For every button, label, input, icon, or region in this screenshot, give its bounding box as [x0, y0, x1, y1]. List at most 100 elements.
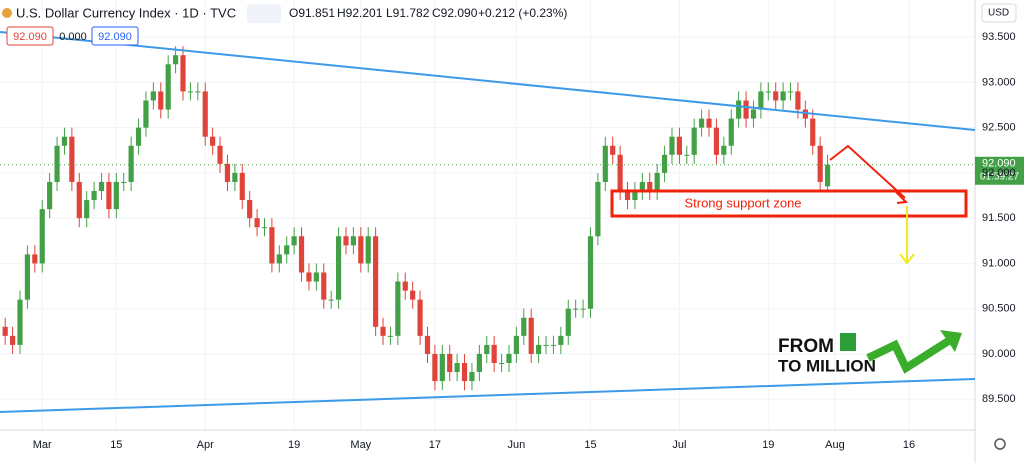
candle-body: [61, 136, 68, 146]
currency-button[interactable]: [981, 3, 1017, 23]
candle-body: [69, 136, 75, 182]
logo-text: FROM: [778, 336, 834, 357]
candle-body: [91, 191, 97, 201]
logo-dot: [2, 8, 12, 18]
candle-body: [506, 353, 512, 364]
candle-body: [543, 344, 549, 346]
ohlc-high: H92.201: [337, 6, 383, 20]
candle-body: [558, 335, 564, 345]
candle-body: [743, 100, 749, 119]
candle-body: [2, 326, 8, 336]
candle-body: [810, 118, 816, 146]
candle-body: [676, 136, 682, 155]
candle-body: [76, 181, 82, 219]
candle-body: [610, 145, 616, 155]
candle-body: [669, 136, 675, 155]
y-tick-label: 92.000: [982, 167, 1016, 179]
candle-body: [106, 181, 112, 210]
candle-body: [121, 181, 127, 183]
bid-box: [6, 26, 54, 46]
arrow-head: [899, 253, 915, 265]
candle-body: [284, 245, 290, 255]
candle-body: [143, 100, 149, 128]
y-tick-label: 89.500: [982, 393, 1016, 405]
x-tick-label: 19: [762, 439, 774, 451]
candle-body: [380, 326, 386, 336]
trend-line: [0, 378, 976, 413]
candle-body: [624, 191, 631, 201]
candle-body: [98, 181, 105, 192]
candle-body: [491, 344, 497, 364]
arrow: [829, 144, 906, 199]
y-tick-label: 90.500: [982, 303, 1016, 315]
candle-body: [172, 55, 179, 65]
candle-body: [350, 236, 356, 246]
candle-body: [313, 272, 319, 282]
candle-body: [128, 145, 134, 182]
candle-body: [439, 353, 445, 382]
candle-body: [736, 100, 742, 119]
candle-body: [639, 181, 645, 192]
candle-body: [335, 236, 342, 300]
x-tick-label: Apr: [197, 439, 214, 451]
candle-body: [550, 344, 557, 346]
candle-body: [410, 290, 416, 300]
candle-body: [254, 218, 260, 228]
settings-icon[interactable]: [994, 438, 1006, 450]
candle-body: [17, 299, 23, 345]
support-zone: [610, 189, 968, 218]
candle-body: [261, 227, 268, 229]
y-tick-label: 92.500: [982, 122, 1016, 134]
ask-box: [91, 26, 139, 46]
candle-body: [580, 308, 586, 310]
spread-label: 0.000: [59, 31, 87, 43]
ohlc-open: O91.851: [289, 6, 335, 20]
candle-body: [817, 145, 823, 182]
last-price-label: 92.090: [982, 158, 1016, 170]
candle-body: [298, 236, 305, 273]
x-tick-label: 16: [903, 439, 915, 451]
candle-body: [684, 154, 690, 156]
candle-body: [158, 91, 164, 110]
candle-body: [424, 335, 431, 354]
candle-body: [269, 227, 275, 264]
candle-body: [773, 91, 779, 101]
candle-body: [765, 91, 771, 93]
logo-arrow: [866, 336, 953, 374]
candle-body: [699, 118, 705, 128]
x-tick-label: 15: [110, 439, 122, 451]
candle-body: [654, 172, 660, 192]
x-tick-label: Mar: [33, 439, 52, 451]
candle-body: [713, 127, 720, 155]
candle-body: [84, 200, 90, 219]
x-tick-label: May: [350, 439, 371, 451]
x-tick-label: Jun: [508, 439, 526, 451]
candle-body: [521, 317, 527, 336]
candle-body: [565, 308, 571, 336]
candle-body: [32, 254, 38, 264]
candle-body: [54, 145, 60, 182]
y-tick-label: 93.000: [982, 76, 1016, 88]
candle-body: [787, 91, 794, 93]
candle-body: [513, 335, 519, 354]
candle-body: [498, 363, 505, 365]
candle-body: [447, 353, 453, 373]
candle-body: [661, 154, 668, 173]
candle-body: [232, 172, 238, 182]
bid-label: 92.090: [13, 31, 47, 43]
candle-body: [10, 335, 16, 345]
x-tick-label: Aug: [825, 439, 845, 451]
candle-body: [587, 236, 594, 309]
last-price-box: [975, 156, 1024, 185]
candle-body: [365, 236, 371, 264]
candle-body: [461, 363, 468, 382]
candle-body: [24, 254, 31, 300]
candle-body: [210, 136, 216, 146]
x-tick-label: 19: [288, 439, 300, 451]
x-tick-label: Jul: [672, 439, 686, 451]
candle-body: [528, 317, 534, 354]
candle-body: [306, 272, 312, 282]
currency: USD: [988, 8, 1009, 19]
